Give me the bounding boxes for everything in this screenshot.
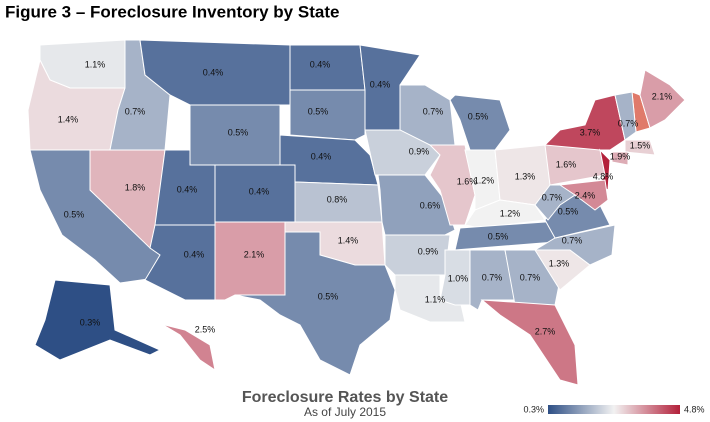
legend: 0.3% 4.8% (523, 404, 704, 414)
state-label: 2.1% (652, 91, 673, 101)
state-label: 0.6% (420, 200, 441, 210)
state-label: 0.9% (418, 246, 439, 256)
states (27, 39, 686, 386)
state-label: 1.0% (448, 273, 469, 283)
map-title: Foreclosure Rates by State (242, 389, 448, 406)
state-label: 1.4% (58, 114, 79, 124)
state-label: 0.7% (125, 106, 146, 116)
state-labels: 1.1% 1.4% 0.5% 1.8% 0.7% 0.4% 0.5% 0.4% 0.4% 0.4%… (58, 59, 673, 336)
state (289, 89, 366, 141)
state (480, 299, 579, 386)
state-label: 1.2% (474, 175, 495, 185)
state (154, 319, 216, 372)
state-label: 0.7% (618, 118, 639, 128)
state-label: 0.4% (203, 67, 224, 77)
state-label: 0.5% (228, 127, 249, 137)
figure-title: Figure 3 – Foreclosure Inventory by Stat… (5, 2, 339, 21)
state-label: 0.7% (482, 272, 503, 282)
state-label: 0.4% (184, 249, 205, 259)
state-label: 0.9% (409, 146, 430, 156)
state-label: 1.5% (630, 140, 651, 150)
state-label: 2.5% (195, 324, 216, 334)
state-label: 1.6% (556, 159, 577, 169)
state-label: 2.4% (575, 190, 596, 200)
state (614, 91, 637, 141)
state-label: 0.4% (249, 186, 270, 196)
state-label: 1.6% (457, 176, 478, 186)
state-label: 1.2% (500, 208, 521, 218)
state (394, 274, 466, 323)
state-label: 1.8% (125, 182, 146, 192)
state-label: 0.4% (310, 59, 331, 69)
state-label: 0.8% (327, 194, 348, 204)
color-bar (548, 405, 680, 414)
state-label: 0.7% (423, 106, 444, 116)
state (234, 231, 396, 376)
state (449, 94, 511, 151)
state-label: 0.4% (311, 151, 332, 161)
state-label: 0.5% (488, 231, 509, 241)
legend-label: 4.8% (684, 404, 705, 414)
state-label: 3.7% (580, 127, 601, 137)
state-label: 1.1% (425, 294, 446, 304)
state (611, 151, 629, 166)
state (558, 179, 609, 211)
state-label: 0.5% (558, 206, 579, 216)
state-label: 1.1% (85, 59, 106, 69)
state-label: 1.4% (338, 235, 359, 245)
state-label: 2.1% (244, 249, 265, 259)
state-label: 0.5% (64, 209, 85, 219)
state-label: 0.7% (562, 235, 583, 245)
state-label: 1.3% (549, 258, 570, 268)
state-label: 0.7% (542, 192, 563, 202)
state-label: 0.7% (520, 272, 541, 282)
state (639, 69, 686, 129)
state-label: 0.5% (468, 111, 489, 121)
state-label: 0.3% (80, 317, 101, 327)
state-label: 1.3% (515, 171, 536, 181)
state-label: 0.5% (318, 291, 339, 301)
legend-label: 0.3% (523, 404, 544, 414)
state-label: 1.9% (610, 151, 631, 161)
map-subtitle: As of July 2015 (304, 405, 386, 419)
state (144, 224, 216, 301)
state-label: 0.4% (177, 184, 198, 194)
state-label: 0.4% (370, 79, 391, 89)
state-label: 4.8% (593, 171, 614, 181)
state (533, 224, 616, 266)
state-label: 0.5% (308, 106, 329, 116)
state (543, 94, 626, 151)
state-label: 2.7% (535, 326, 556, 336)
state (34, 279, 162, 361)
state (624, 139, 656, 156)
state (214, 221, 286, 301)
